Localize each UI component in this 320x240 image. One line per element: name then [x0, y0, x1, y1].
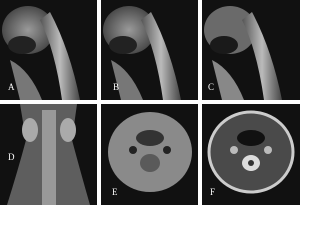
vessel	[129, 146, 137, 154]
cord	[248, 160, 254, 166]
vertebra	[140, 154, 160, 172]
panel-e: E	[101, 104, 198, 205]
panel-label: D	[8, 152, 15, 162]
spine	[40, 12, 80, 100]
spine	[42, 110, 56, 205]
page: A B C D E	[0, 0, 300, 205]
panel-label: F	[210, 187, 215, 197]
gland	[60, 118, 76, 142]
vessel	[230, 146, 238, 154]
panel-c: C	[202, 0, 300, 100]
spine	[141, 12, 181, 100]
panel-label: B	[113, 82, 119, 92]
vessel	[264, 146, 272, 154]
airway	[136, 130, 164, 146]
neck	[111, 60, 143, 100]
gland	[22, 118, 38, 142]
panel-d: D	[0, 104, 97, 205]
panel-f: F	[202, 104, 300, 205]
airway	[109, 36, 137, 54]
neck	[10, 60, 42, 100]
spine	[242, 12, 282, 100]
neck-cross-section	[108, 112, 192, 192]
panel-b: B	[101, 0, 198, 100]
airway	[8, 36, 36, 54]
vessel	[163, 146, 171, 154]
panel-label: A	[8, 82, 15, 92]
airway	[210, 36, 238, 54]
figure: A B C D E	[0, 0, 300, 205]
neck-cross-section	[209, 112, 293, 192]
panel-label: E	[112, 187, 118, 197]
panel-a: A	[0, 0, 97, 100]
airway	[237, 130, 265, 146]
panel-label: C	[208, 82, 214, 92]
skin	[207, 110, 295, 194]
neck	[212, 60, 244, 100]
